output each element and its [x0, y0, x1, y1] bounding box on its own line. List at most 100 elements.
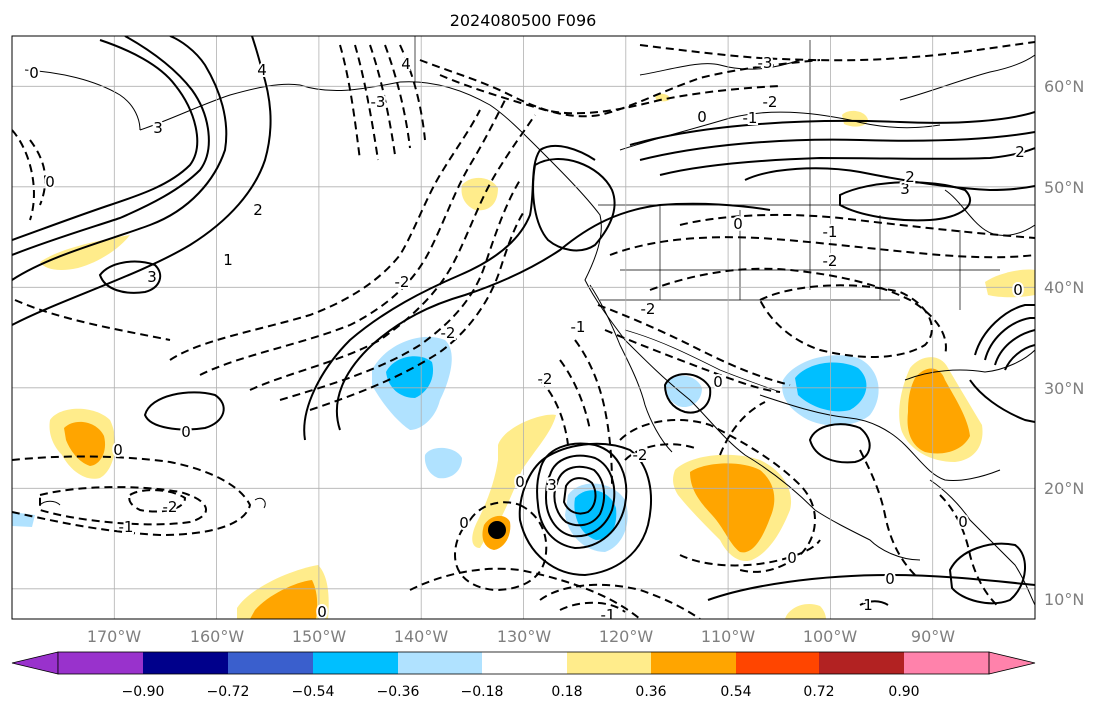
contour-label: 0	[515, 473, 525, 491]
contour-label: -1	[743, 109, 758, 127]
colorbar-frame	[57, 651, 990, 675]
contour-label: 4	[401, 55, 411, 73]
negative-anomaly-light	[664, 375, 702, 408]
contour-label: 0	[958, 513, 968, 531]
colorbar-swatch	[736, 652, 819, 674]
positive-anomaly-light	[985, 269, 1035, 298]
colorbar-tick-label: 0.90	[888, 684, 919, 700]
colorbar-swatch	[58, 652, 143, 674]
colorbar-tick-label: −0.72	[207, 684, 250, 700]
latitude-ticks: 60°N 50°N 40°N 30°N 20°N 10°N	[1044, 77, 1084, 609]
contour-label: 3	[900, 180, 910, 198]
contour-label: 0	[45, 173, 55, 191]
coastlines	[24, 54, 1035, 606]
contour-label: 3	[547, 476, 557, 494]
lon-tick-label: 100°W	[803, 627, 858, 646]
negative-contours	[12, 41, 1035, 619]
lat-tick-label: 30°N	[1044, 379, 1084, 398]
map-panel: 0 0 -2 -1 3 1 2 3 4 0 0 -3 4 -2 -2 -2 -1…	[11, 35, 1036, 624]
contour-label: 2	[905, 168, 915, 186]
contour-label: -1	[119, 518, 134, 536]
contour-label: 2	[253, 201, 263, 219]
lat-tick-label: 20°N	[1044, 479, 1084, 498]
contour-label: 0	[733, 215, 743, 233]
contour-label: -2	[163, 498, 178, 516]
positive-anomaly-light	[472, 414, 556, 548]
colorbar-swatch	[313, 652, 398, 674]
contour-label: 3	[147, 268, 157, 286]
lat-tick-label: 50°N	[1044, 178, 1084, 197]
positive-anomaly-light	[785, 603, 826, 619]
longitude-ticks: 170°W 160°W 150°W 140°W 130°W 120°W 110°…	[87, 627, 955, 646]
lon-tick-label: 120°W	[599, 627, 654, 646]
contour-label: -3	[758, 54, 773, 72]
contour-label: 0	[1013, 281, 1023, 299]
colorbar-tick-label: −0.36	[377, 684, 420, 700]
positive-anomaly-light	[40, 235, 130, 270]
positive-contours	[12, 36, 1035, 606]
colorbar-swatch	[819, 652, 904, 674]
contour-label: 0	[713, 373, 723, 391]
positive-anomaly-core	[907, 368, 970, 454]
colorbar-swatch	[398, 652, 482, 674]
colorbar-extend-high	[988, 651, 1036, 675]
colorbar: −0.90 −0.72 −0.54 −0.36 −0.18 0.18 0.36 …	[11, 651, 1036, 700]
lon-tick-label: 110°W	[701, 627, 756, 646]
contour-label: 0	[885, 570, 895, 588]
contour-label: 0	[317, 603, 327, 621]
lon-tick-label: 160°W	[190, 627, 245, 646]
colorbar-tick-label: −0.54	[292, 684, 335, 700]
contour-label: 1	[223, 251, 233, 269]
colorbar-tick-label: 0.72	[803, 684, 834, 700]
positive-anomaly-core	[64, 421, 106, 466]
contour-label: -2	[538, 370, 553, 388]
colorbar-swatch	[651, 652, 736, 674]
positive-anomaly-core	[690, 463, 775, 553]
colorbar-tick-label: 0.18	[551, 684, 582, 700]
colorbar-swatch	[904, 652, 989, 674]
contour-label: -2	[395, 273, 410, 291]
contour-label: -1	[571, 318, 586, 336]
negative-anomaly-core	[574, 490, 617, 540]
contour-label: -2	[823, 252, 838, 270]
contour-label: 0	[459, 514, 469, 532]
contour-label: -2	[763, 93, 778, 111]
contour-label: 0	[787, 549, 797, 567]
lat-tick-label: 60°N	[1044, 77, 1084, 96]
contour-label: 0	[113, 441, 123, 459]
figure-title: 2024080500 F096	[450, 11, 597, 30]
contour-label: 0	[181, 423, 191, 441]
contour-label: -2	[641, 300, 656, 318]
colorbar-extend-low	[11, 651, 59, 675]
contour-label: -3	[371, 93, 386, 111]
lon-tick-label: 140°W	[394, 627, 449, 646]
contour-label: 3	[153, 119, 163, 137]
storm-center-marker	[488, 521, 506, 539]
colorbar-swatch	[228, 652, 313, 674]
contour-labels: 0 0 -2 -1 3 1 2 3 4 0 0 -3 4 -2 -2 -2 -1…	[27, 52, 1027, 624]
negative-anomaly-light	[424, 447, 462, 479]
colorbar-swatch	[143, 652, 228, 674]
contour-label: 2	[1015, 143, 1025, 161]
lat-tick-label: 10°N	[1044, 590, 1084, 609]
contour-label: -1	[601, 606, 616, 624]
lon-tick-label: 150°W	[292, 627, 347, 646]
map-frame	[11, 35, 1036, 620]
contour-label: 4	[257, 61, 267, 79]
lat-tick-label: 40°N	[1044, 278, 1084, 297]
lon-tick-label: 170°W	[87, 627, 142, 646]
colorbar-tick-label: −0.18	[461, 684, 504, 700]
contour-label: -1	[823, 223, 838, 241]
contour-label: -2	[633, 446, 648, 464]
positive-anomaly-core	[250, 580, 318, 619]
colorbar-swatch	[482, 652, 567, 674]
colorbar-tick-label: 0.54	[720, 684, 751, 700]
colorbar-tick-label: −0.90	[122, 684, 165, 700]
contour-label: 0	[697, 108, 707, 126]
lon-tick-label: 90°W	[911, 627, 955, 646]
contour-label: 0	[29, 64, 39, 82]
colorbar-swatch	[567, 652, 651, 674]
contour-label: -2	[441, 324, 456, 342]
lon-tick-label: 130°W	[497, 627, 552, 646]
